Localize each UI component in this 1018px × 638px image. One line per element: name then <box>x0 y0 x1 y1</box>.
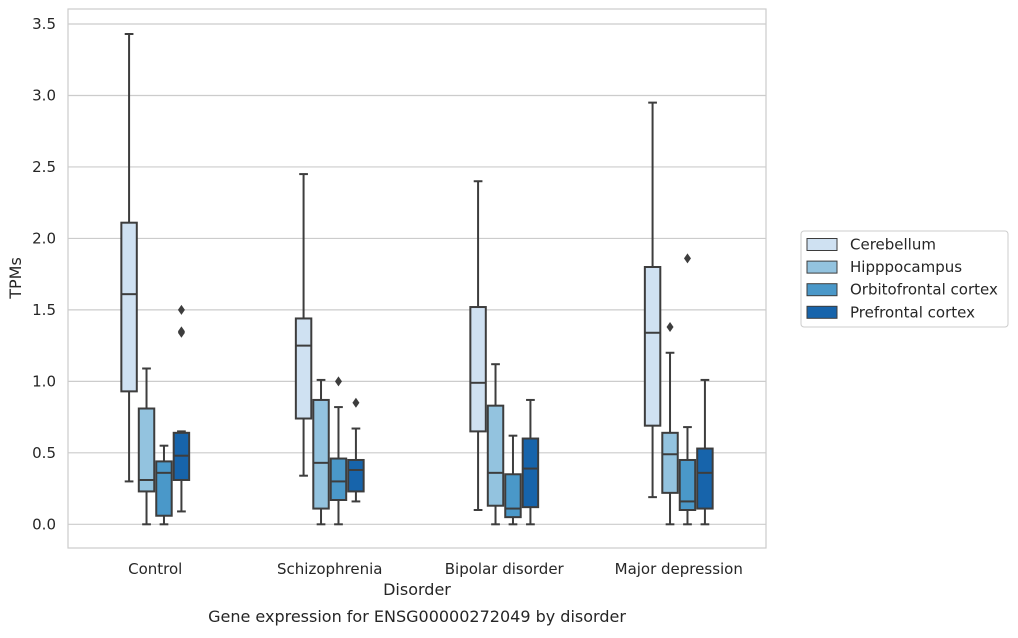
y-tick-labels: 0.0 0.5 1.0 1.5 2.0 2.5 3.0 3.5 <box>32 15 56 533</box>
box-hipppocampus <box>486 363 505 526</box>
legend-swatch <box>806 260 838 274</box>
y-tick-label: 0.0 <box>32 515 56 533</box>
outlier-marker <box>177 304 185 315</box>
y-tick-label: 3.5 <box>32 15 56 33</box>
y-tick-label: 3.0 <box>32 86 56 104</box>
legend-label: Orbitofrontal cortex <box>850 281 998 299</box>
iqr-box <box>504 473 522 519</box>
y-tick-label: 1.5 <box>32 301 56 319</box>
outlier-marker <box>666 322 674 333</box>
iqr-box <box>678 458 697 512</box>
y-tick-label: 2.0 <box>32 229 56 247</box>
iqr-box <box>137 407 156 493</box>
box-orbitofrontal-cortex <box>329 376 348 526</box>
outlier-marker <box>683 253 691 264</box>
outlier-marker <box>177 326 185 337</box>
legend-swatch <box>806 283 838 297</box>
box-prefrontal-cortex <box>521 398 540 526</box>
box-cerebellum <box>643 101 662 499</box>
y-tick-label: 2.5 <box>32 158 56 176</box>
y-tick-label: 1.0 <box>32 372 56 390</box>
iqr-box <box>661 431 679 494</box>
box-prefrontal-cortex <box>696 378 714 526</box>
box-cerebellum <box>120 33 138 483</box>
box-hipppocampus <box>312 378 330 526</box>
y-axis-label: TPMs <box>6 257 25 300</box>
x-tick-labels: Control Schizophrenia Bipolar disorder Majo… <box>128 560 743 578</box>
plot-frame <box>67 8 767 549</box>
iqr-box <box>294 317 313 420</box>
box-prefrontal-cortex <box>172 304 191 513</box>
iqr-box <box>486 404 505 507</box>
iqr-box <box>469 306 487 433</box>
legend-label: Prefrontal cortex <box>850 303 975 321</box>
legend-frame <box>800 230 1009 328</box>
x-axis-label: Disorder <box>383 580 451 599</box>
box-hipppocampus <box>137 367 156 526</box>
box-cerebellum <box>294 173 313 477</box>
box-orbitofrontal-cortex <box>678 253 697 526</box>
iqr-box <box>155 460 173 517</box>
iqr-box <box>312 398 330 510</box>
iqr-box <box>347 458 365 493</box>
legend-swatch <box>806 238 838 251</box>
x-tick-label: Schizophrenia <box>277 560 382 578</box>
iqr-box <box>643 266 662 427</box>
outlier-marker <box>334 376 342 387</box>
box-prefrontal-cortex <box>347 397 365 503</box>
outlier-marker <box>352 397 360 408</box>
x-tick-label: Major depression <box>615 560 743 578</box>
y-tick-label: 0.5 <box>32 444 56 462</box>
box-layer <box>120 33 714 526</box>
box-orbitofrontal-cortex <box>504 434 522 526</box>
legend-label: Cerebellum <box>850 236 936 254</box>
box-orbitofrontal-cortex <box>155 444 173 526</box>
legend: Cerebellum Hipppocampus Orbitofrontal cort… <box>800 230 1009 328</box>
iqr-box <box>120 221 138 393</box>
iqr-box <box>329 457 348 501</box>
legend-swatch <box>806 305 838 319</box>
x-tick-label: Bipolar disorder <box>445 560 565 578</box>
legend-label: Hipppocampus <box>850 258 962 276</box>
chart-caption: Gene expression for ENSG00000272049 by d… <box>208 607 626 626</box>
x-tick-label: Control <box>128 560 182 578</box>
box-cerebellum <box>469 180 487 512</box>
box-hipppocampus <box>661 322 679 526</box>
iqr-box <box>696 447 714 510</box>
iqr-box <box>521 437 540 509</box>
